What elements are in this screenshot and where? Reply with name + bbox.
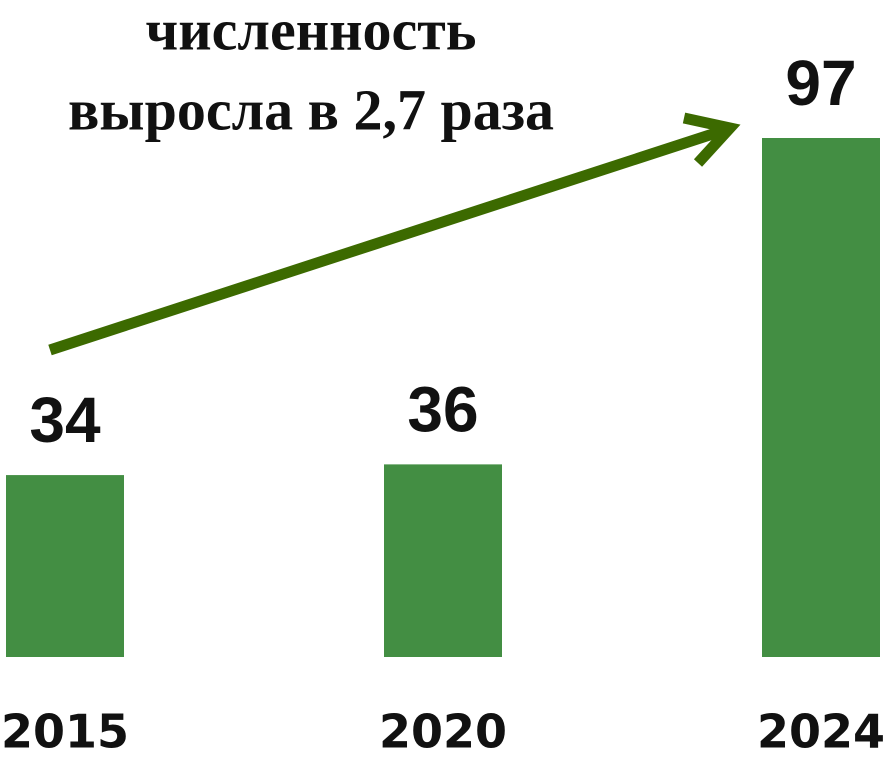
trend-arrow: [48, 112, 741, 356]
x-tick-label: 2015: [1, 705, 129, 759]
arrow-head: [682, 112, 741, 167]
value-label: 34: [29, 384, 101, 456]
value-label: 97: [785, 47, 856, 119]
x-tick-label: 2024: [757, 705, 884, 759]
bar: [384, 464, 502, 657]
x-tick-label: 2020: [379, 705, 507, 759]
annotation-line: численность: [146, 0, 477, 62]
value-label: 36: [407, 373, 478, 445]
bar: [762, 138, 880, 657]
bar: [6, 475, 124, 657]
annotation-line: выросла в 2,7 раза: [68, 77, 554, 142]
arrow-shaft: [48, 123, 730, 356]
